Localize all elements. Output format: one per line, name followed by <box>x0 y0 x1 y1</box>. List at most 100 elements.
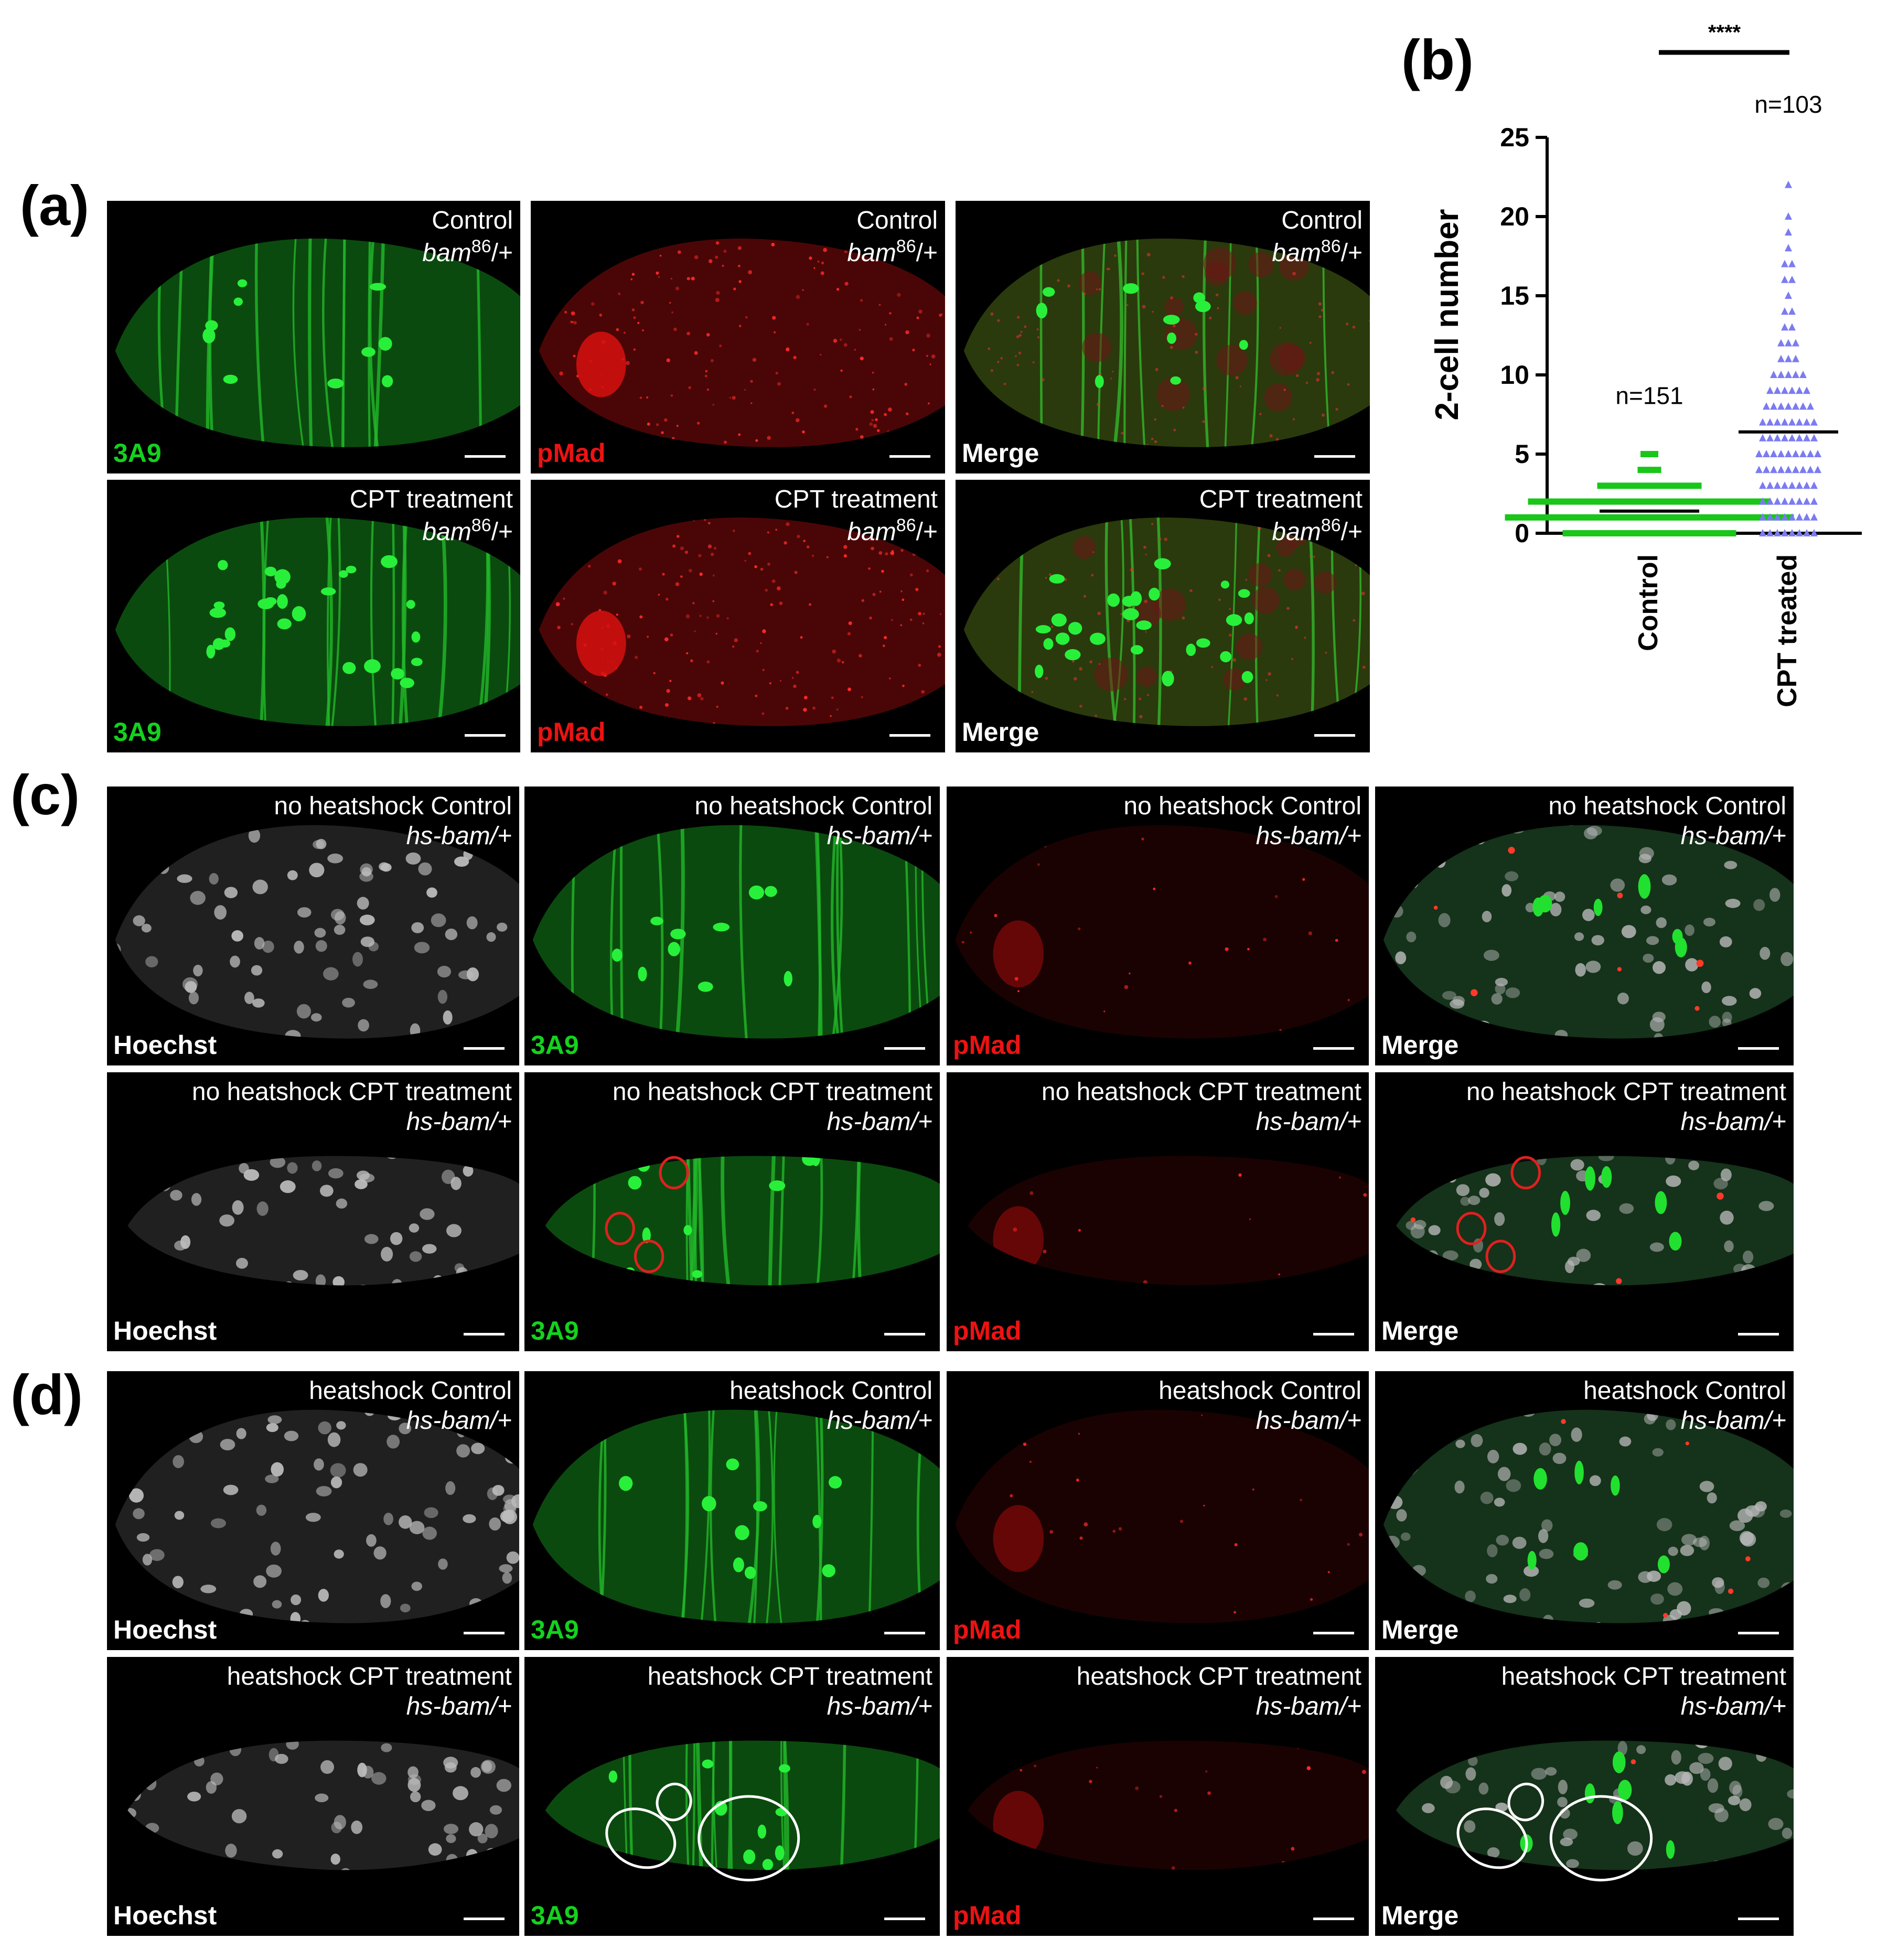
genotype-label: hs-bam/+ <box>1680 822 1786 850</box>
cpt-data-point <box>1803 418 1810 426</box>
cpt-data-point <box>1763 466 1770 473</box>
cpt-data-point <box>1785 228 1792 236</box>
control-data-point <box>1660 530 1667 536</box>
cpt-data-point <box>1763 450 1770 457</box>
control-data-point <box>1724 514 1731 521</box>
y-tick-label: 15 <box>1500 281 1529 310</box>
n-label: n=103 <box>1754 91 1822 118</box>
control-data-point <box>1660 514 1667 521</box>
section-d-row2-pmad-image: heatshock CPT treatment hs-bam/+ pMad <box>947 1657 1369 1936</box>
condition-line1: no heatshock Control <box>1123 792 1361 820</box>
cpt-data-point <box>1803 497 1810 505</box>
condition-line1: no heatshock Control <box>274 792 512 820</box>
cpt-data-point <box>1781 418 1788 426</box>
cpt-data-point <box>1763 402 1770 410</box>
y-tick-label: 10 <box>1500 360 1529 390</box>
cpt-data-point <box>1799 371 1807 378</box>
cpt-data-point <box>1766 386 1774 394</box>
cpt-data-point <box>1777 402 1785 410</box>
control-data-point <box>1718 498 1725 505</box>
cpt-data-point <box>1803 513 1810 521</box>
control-data-point <box>1562 514 1569 521</box>
cpt-data-point <box>1774 513 1781 521</box>
genotype-label: hs-bam/+ <box>827 1107 932 1136</box>
condition-label: CPT treatment bam86/+ <box>350 485 513 547</box>
control-data-point <box>1528 498 1535 505</box>
control-data-point <box>1551 498 1558 505</box>
condition-label: CPT treatment bam86/+ <box>775 485 938 547</box>
control-data-point <box>1505 514 1511 521</box>
scale-bar <box>884 1333 925 1336</box>
control-data-point <box>1666 482 1673 489</box>
cpt-data-point <box>1755 466 1763 473</box>
condition-label: heatshock Control hs-bam/+ <box>730 1376 932 1436</box>
control-data-point <box>1608 514 1615 521</box>
control-data-point <box>1637 498 1644 505</box>
cpt-data-point <box>1814 450 1821 457</box>
control-data-point <box>1672 498 1679 505</box>
control-data-point <box>1666 530 1673 536</box>
genotype-superscript: 86 <box>896 515 916 535</box>
cpt-data-point <box>1788 386 1796 394</box>
condition-line1: Control <box>856 207 938 234</box>
condition-label: no heatshock Control hs-bam/+ <box>1548 792 1786 851</box>
control-data-point <box>1735 514 1742 521</box>
cpt-data-point <box>1803 434 1810 441</box>
condition-line1: heatshock CPT treatment <box>1076 1663 1361 1690</box>
channel-label: pMad <box>537 438 606 468</box>
channel-label: Merge <box>1381 1615 1459 1644</box>
y-tick-label: 0 <box>1515 519 1529 548</box>
section-d-row1-merge-image: heatshock Control hs-bam/+ Merge <box>1375 1371 1794 1650</box>
section-d-row2-hoechst-image: heatshock CPT treatment hs-bam/+ Hoechst <box>107 1657 519 1936</box>
control-data-point <box>1649 530 1656 536</box>
scale-bar <box>1738 1918 1779 1920</box>
cpt-data-point <box>1777 466 1785 473</box>
control-data-point <box>1707 498 1713 505</box>
y-tick-label: 5 <box>1515 439 1529 469</box>
control-data-point <box>1695 482 1702 489</box>
channel-label: 3A9 <box>113 438 162 468</box>
cpt-data-point <box>1785 354 1792 362</box>
cpt-data-point <box>1792 354 1799 362</box>
control-data-point <box>1574 514 1581 521</box>
cpt-data-point <box>1814 466 1821 473</box>
control-data-point <box>1672 482 1679 489</box>
cpt-data-point <box>1781 323 1788 331</box>
channel-label: Hoechst <box>113 1316 217 1345</box>
channel-label: pMad <box>953 1615 1022 1644</box>
condition-line1: CPT treatment <box>774 486 938 513</box>
section-c-row1-3a9-image: no heatshock Control hs-bam/+ 3A9 <box>524 787 940 1065</box>
cpt-data-point <box>1777 371 1785 378</box>
cpt-data-point <box>1810 434 1818 441</box>
cpt-data-point <box>1785 212 1792 220</box>
channel-label: Merge <box>1381 1901 1459 1930</box>
channel-label: 3A9 <box>531 1615 579 1644</box>
condition-line1: heatshock Control <box>730 1377 932 1405</box>
control-data-point <box>1510 514 1517 521</box>
control-data-point <box>1655 514 1661 521</box>
cpt-data-point <box>1788 481 1796 489</box>
control-data-point <box>1545 498 1552 505</box>
control-data-point <box>1689 514 1696 521</box>
cpt-data-point <box>1785 450 1792 457</box>
channel-label: Merge <box>962 717 1039 747</box>
genotype-superscript: 86 <box>896 236 916 256</box>
section-a-row2-3a9-image: CPT treatment bam86/+ 3A9 <box>107 480 520 752</box>
control-data-point <box>1632 498 1638 505</box>
control-data-point <box>1672 530 1679 536</box>
condition-label: no heatshock Control hs-bam/+ <box>274 792 512 851</box>
cpt-data-point <box>1788 513 1796 521</box>
control-data-point <box>1626 530 1633 536</box>
control-data-point <box>1585 498 1592 505</box>
control-data-point <box>1580 498 1586 505</box>
channel-label: Hoechst <box>113 1030 217 1060</box>
category-label: CPT treated <box>1772 554 1803 707</box>
control-data-point <box>1533 514 1540 521</box>
control-data-point <box>1557 498 1563 505</box>
control-data-point <box>1643 482 1650 489</box>
cpt-data-point <box>1788 434 1796 441</box>
control-data-point <box>1747 514 1754 521</box>
cpt-data-point <box>1785 371 1792 378</box>
condition-line1: no heatshock CPT treatment <box>1041 1078 1361 1106</box>
scale-bar <box>884 1918 925 1920</box>
